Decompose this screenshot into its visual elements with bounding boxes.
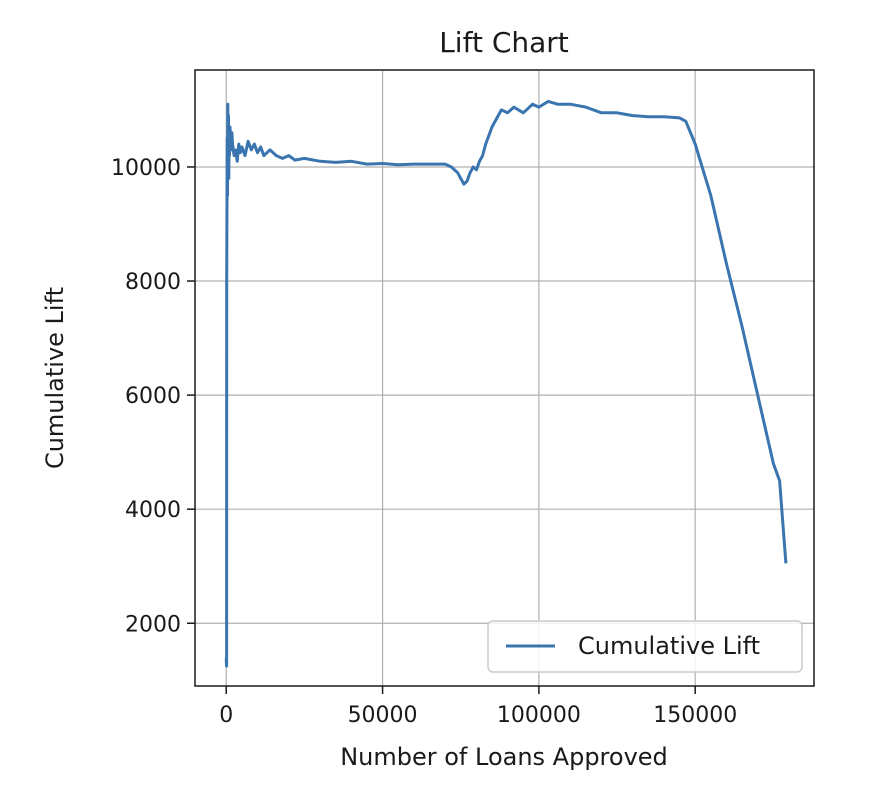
y-tick-label: 6000 — [125, 384, 181, 409]
x-tick-label: 100000 — [497, 703, 581, 728]
legend-box — [487, 620, 803, 673]
x-tick-label: 50000 — [348, 703, 418, 728]
y-tick-label: 4000 — [125, 498, 181, 523]
y-tick-label: 8000 — [125, 270, 181, 295]
y-tick-label: 10000 — [111, 156, 181, 181]
x-axis-label: Number of Loans Approved — [340, 743, 668, 771]
y-axis-label: Cumulative Lift — [41, 287, 69, 469]
series-line — [224, 99, 788, 668]
plot-lines — [224, 99, 788, 668]
y-axis-ticks: 2000 4000 6000 8000 10000 — [111, 156, 195, 637]
legend-label: Cumulative Lift — [578, 632, 760, 660]
chart-title: Lift Chart — [439, 26, 569, 59]
legend: Cumulative Lift — [487, 620, 803, 673]
grid — [195, 70, 814, 686]
plot-area-frame — [194, 69, 815, 687]
y-tick-label: 2000 — [125, 612, 181, 637]
x-tick-label: 150000 — [653, 703, 737, 728]
x-tick-label: 0 — [219, 703, 233, 728]
x-axis-ticks: 0 50000 100000 150000 — [219, 686, 737, 728]
